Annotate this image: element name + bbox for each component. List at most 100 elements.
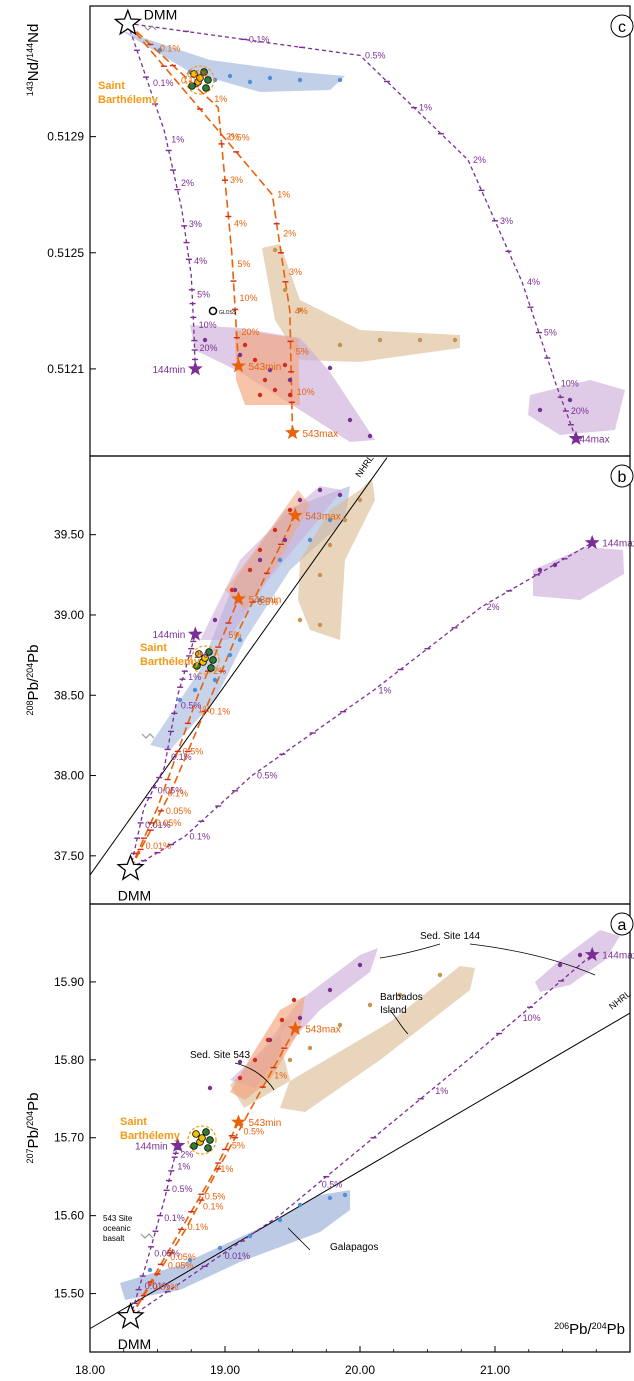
nhrl-label: NHRL — [353, 453, 375, 479]
sample-dot — [577, 952, 583, 958]
annotation-leader — [379, 943, 441, 959]
sample-dot — [327, 1195, 333, 1201]
mixing-tick-label: 4% — [194, 256, 207, 266]
mixing-tick-label: 0.1% — [188, 1222, 209, 1232]
mixing-tick-label: 0.05% — [156, 818, 182, 828]
saint-barthelemy-sample — [190, 70, 198, 78]
mixing-tick-label: 0.01% — [145, 1281, 171, 1291]
x-axis-label-part: 204 — [592, 1321, 607, 1331]
sample-dot — [377, 337, 383, 343]
y-axis-label-part: Pb — [25, 1093, 42, 1111]
saint-barthelemy-sample — [192, 1130, 200, 1138]
saint-barthelemy-field — [190, 645, 220, 675]
annotation: oceanic — [103, 1224, 131, 1233]
mixing-tick-label: 0.1% — [160, 44, 181, 54]
labels-layer: 0.1%1%2%3%4%5%10%20%0.1%0.5%1%2%3%4%5%10… — [98, 6, 634, 1352]
nhrl-label: NHRL — [607, 989, 632, 1012]
annotation: Saint — [120, 1116, 147, 1128]
annotation: Saint — [140, 642, 167, 654]
mixing-tick-label: 0.1% — [249, 34, 270, 44]
sample-dot — [342, 517, 348, 523]
mixing-tick-label: 2% — [487, 602, 500, 612]
mixing-tick-label: 4% — [295, 306, 308, 316]
field-site-543 — [235, 330, 300, 405]
saint-barthelemy-sample — [202, 1128, 210, 1136]
sample-dot — [537, 407, 543, 413]
y-axis-label-part: 143 — [25, 81, 35, 96]
sample-dot — [317, 487, 323, 493]
mixing-tick-label: 20% — [241, 327, 259, 337]
sample-dot — [252, 1057, 258, 1063]
end-member-star — [287, 507, 303, 522]
y-axis-label: 207Pb/204Pb — [25, 1093, 42, 1164]
mixing-tick-label: 2% — [473, 155, 486, 165]
sample-dot — [202, 337, 208, 343]
annotation: Sed. Site 543 — [190, 1050, 250, 1061]
sample-dot — [247, 567, 253, 573]
sample-dot — [192, 687, 198, 693]
end-member-star — [187, 361, 203, 376]
end-member-label: 543max — [305, 1025, 341, 1036]
mixing-tick-label: 0.5% — [258, 597, 279, 607]
sample-dot — [227, 652, 233, 658]
y-tick-label: 15.90 — [54, 975, 84, 989]
mixing-tick-label: 10% — [239, 293, 257, 303]
sample-dot — [397, 992, 403, 998]
end-member-label: 144min — [135, 1142, 168, 1153]
mixing-line-144min — [129, 1145, 179, 1318]
sample-dot — [357, 962, 363, 968]
y-axis-label-part: 207 — [25, 1148, 35, 1163]
mixing-line-144max — [130, 542, 593, 870]
sample-dot — [417, 337, 423, 343]
mixing-tick-label: 1% — [171, 135, 184, 145]
x-tick-label: 18.00 — [75, 1363, 105, 1377]
saint-barthelemy-sample — [201, 654, 209, 662]
sample-dot — [327, 517, 333, 523]
end-member-label: DMM — [118, 1336, 151, 1352]
sample-dot — [291, 997, 297, 1003]
end-member-star — [187, 626, 203, 641]
mixing-tick-label: 5% — [237, 259, 250, 269]
annotation-leader — [389, 1009, 409, 1035]
x-axis-label-part: 206 — [554, 1321, 569, 1331]
sample-dot — [282, 537, 288, 543]
end-member-label: 543max — [305, 511, 341, 522]
sample-dot — [297, 1015, 303, 1021]
sample-dot — [237, 1075, 243, 1081]
end-member-label: DMM — [118, 888, 151, 904]
sample-dot — [237, 637, 243, 643]
saint-barthelemy-sample — [209, 656, 217, 664]
dmm-star — [113, 8, 142, 36]
panel-letter: c — [618, 19, 626, 36]
mixing-tick-label: 0.05% — [170, 1252, 196, 1262]
field-site-144-max — [528, 380, 625, 435]
mixing-tick-label: 0.1% — [164, 1213, 185, 1223]
end-member-star — [231, 1114, 246, 1129]
gloss-marker — [208, 306, 218, 316]
saint-barthelemy-sample — [206, 1136, 214, 1144]
mixing-tick-label: 0.01% — [145, 820, 171, 830]
mixing-line-144min — [129, 634, 196, 869]
oceanic-basalt-marker — [143, 25, 157, 31]
mixing-tick-label: 3% — [500, 216, 513, 226]
sample-dot — [147, 1267, 153, 1273]
sample-dot — [257, 597, 263, 603]
field-galapagos — [150, 486, 350, 750]
mixing-tick-label: 3% — [189, 219, 202, 229]
mixing-tick-label: 2% — [180, 1149, 193, 1159]
annotation-leader — [287, 1227, 311, 1251]
mixing-tick-label: 0.1% — [153, 78, 174, 88]
saint-barthelemy-sample — [207, 664, 215, 672]
mixing-tick-label: 5% — [197, 289, 210, 299]
sample-dot — [247, 1233, 253, 1239]
mixing-tick-label: 1% — [214, 94, 227, 104]
y-axis-label-part: Pb — [25, 645, 42, 663]
y-axis-label: 208Pb/204Pb — [25, 645, 42, 716]
y-axis-label: 143Nd/144Nd — [25, 24, 42, 97]
mixing-tick-label: 1% — [188, 672, 201, 682]
dmm-star — [116, 853, 145, 881]
sample-dot — [287, 507, 293, 513]
sample-dot — [307, 1045, 313, 1051]
y-tick-label: 15.80 — [54, 1053, 84, 1067]
